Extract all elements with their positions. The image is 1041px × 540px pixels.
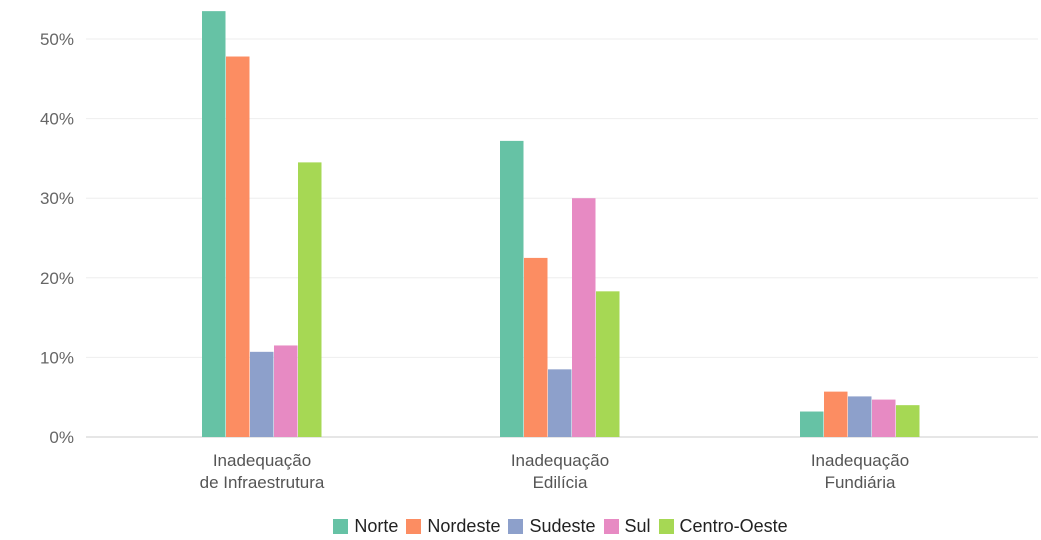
legend-swatch xyxy=(508,518,524,534)
legend-swatch xyxy=(658,518,674,534)
y-tick-label: 0% xyxy=(49,428,74,447)
legend-label: Nordeste xyxy=(427,515,501,536)
y-tick-label: 20% xyxy=(40,269,74,288)
bar-nordeste xyxy=(226,56,250,438)
legend-item: Sul xyxy=(603,515,651,537)
x-axis: Inadequação de Infraestrutura Inadequação E… xyxy=(200,451,910,492)
bar-centro-oeste xyxy=(298,162,322,437)
y-axis: 0% 10% 20% 30% 40% 50% xyxy=(40,30,74,447)
legend-swatch xyxy=(333,518,349,534)
legend-label: Norte xyxy=(354,515,399,536)
y-tick-label: 30% xyxy=(40,189,74,208)
bar-nordeste xyxy=(524,257,548,437)
legend-item: Norte xyxy=(333,516,398,537)
legend-label: Centro-Oeste xyxy=(679,515,788,536)
bar-norte xyxy=(500,140,524,437)
legend-item: Nordeste xyxy=(406,516,500,537)
legend-swatch xyxy=(406,518,422,534)
bar-centro-oeste xyxy=(896,405,920,437)
bar-centro-oeste xyxy=(596,291,620,437)
x-category-label: Inadequação Fundiária xyxy=(811,451,909,492)
y-tick-label: 50% xyxy=(40,30,74,49)
bar-sul xyxy=(274,345,298,437)
bar-sudeste xyxy=(250,351,274,437)
bar-chart: 0% 10% 20% 30% 40% 50% Inadequação de Infraest… xyxy=(40,11,1038,492)
legend: Norte Nordeste Sudeste Sul Centro-Oeste xyxy=(0,512,1041,540)
legend-item: Sudeste xyxy=(508,515,596,537)
y-tick-label: 40% xyxy=(40,110,74,129)
legend-swatch xyxy=(603,518,619,534)
bar-norte xyxy=(800,411,824,437)
x-category-label: Inadequação de Infraestrutura xyxy=(200,451,325,492)
legend-label: Sul xyxy=(624,515,651,536)
x-category-label: Inadequação Edilícia xyxy=(511,451,609,492)
bar-nordeste xyxy=(824,391,848,437)
bar-sudeste xyxy=(548,369,572,437)
legend-item: Centro-Oeste xyxy=(658,515,788,537)
bar-sul xyxy=(572,198,596,437)
bars xyxy=(202,11,920,438)
bar-sudeste xyxy=(848,396,872,437)
bar-norte xyxy=(202,11,226,437)
legend-label: Sudeste xyxy=(529,515,596,536)
bar-sul xyxy=(872,399,896,437)
y-tick-label: 10% xyxy=(40,348,74,367)
